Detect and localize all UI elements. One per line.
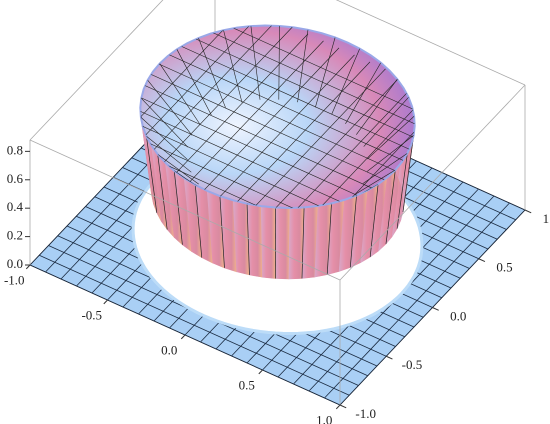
mesh-line: [331, 48, 361, 115]
bowl-wall: [275, 207, 291, 280]
x-tick: [180, 334, 186, 340]
y-tick-label: 0.0: [450, 308, 466, 323]
x-tick-label: 1.0: [316, 413, 332, 424]
mesh-line: [159, 50, 415, 191]
wall-line: [157, 154, 168, 230]
y-tick: [524, 209, 532, 214]
mesh-line: [200, 68, 386, 208]
x-tick-label: -1.0: [4, 273, 25, 288]
mesh-line: [141, 98, 189, 148]
mesh-line: [215, 75, 402, 208]
x-tick: [25, 264, 31, 270]
box-edge: [29, 139, 341, 281]
mesh-line: [297, 29, 309, 103]
z-tick-label: 0.8: [7, 142, 23, 157]
box-edge: [339, 84, 526, 281]
y-tick: [432, 307, 439, 311]
floor-grid: [324, 202, 510, 399]
z-tick-label: 0.6: [7, 171, 24, 186]
mesh-line: [354, 169, 396, 195]
wall-line: [301, 207, 305, 279]
x-tick: [335, 404, 341, 410]
wall-line: [219, 195, 225, 268]
mesh-line: [146, 135, 192, 173]
mesh-line: [363, 97, 409, 147]
mesh-line: [250, 26, 261, 100]
mesh-line: [147, 79, 193, 136]
x-tick: [103, 299, 108, 305]
y-tick: [339, 404, 347, 409]
mesh-line: [196, 25, 415, 152]
mesh-line: [198, 37, 226, 108]
bowl-wall: [288, 207, 305, 280]
mesh-line: [140, 117, 188, 160]
mesh-line: [159, 63, 201, 125]
wall-line: [173, 170, 183, 245]
wall-line: [369, 184, 379, 258]
mesh-line: [345, 62, 382, 124]
wall-line: [396, 153, 408, 229]
box-edge: [29, 0, 164, 141]
bowl-wall: [260, 205, 277, 279]
y-tick-label: -0.5: [402, 357, 423, 372]
mesh-line: [278, 25, 280, 100]
y-tick-label: 1.0: [543, 211, 550, 226]
mesh-line: [231, 82, 415, 208]
mesh-line: [367, 116, 415, 160]
wall-line: [385, 169, 396, 244]
mesh-line: [315, 37, 336, 108]
mesh-line: [246, 89, 415, 208]
z-tick-label: 0.2: [7, 228, 23, 243]
wall-line: [326, 203, 332, 275]
wall-line: [194, 184, 203, 258]
mesh-line: [168, 40, 415, 181]
y-tick-label: 0.5: [496, 260, 512, 275]
x-tick-label: 0.0: [161, 343, 177, 358]
mesh-line: [176, 49, 212, 116]
z-tick-label: 0.4: [7, 199, 24, 214]
x-tick-label: 0.5: [239, 378, 255, 393]
mesh-line: [366, 134, 414, 172]
y-tick: [478, 258, 486, 263]
mesh-line: [223, 30, 243, 103]
x-tick-label: -0.5: [81, 308, 102, 323]
y-tick-label: -1.0: [355, 406, 376, 421]
wall-line: [349, 195, 357, 268]
y-tick: [386, 355, 393, 360]
mesh-line: [362, 153, 408, 184]
wall-line: [402, 135, 415, 212]
wall-line: [246, 203, 250, 275]
box-edge: [335, 0, 526, 86]
mesh-line: [157, 154, 199, 185]
mesh-line: [187, 25, 415, 162]
mesh-line: [356, 79, 398, 135]
x-tick: [258, 369, 263, 375]
wall-line: [146, 136, 158, 213]
z-tick-label: 0.0: [7, 256, 23, 271]
